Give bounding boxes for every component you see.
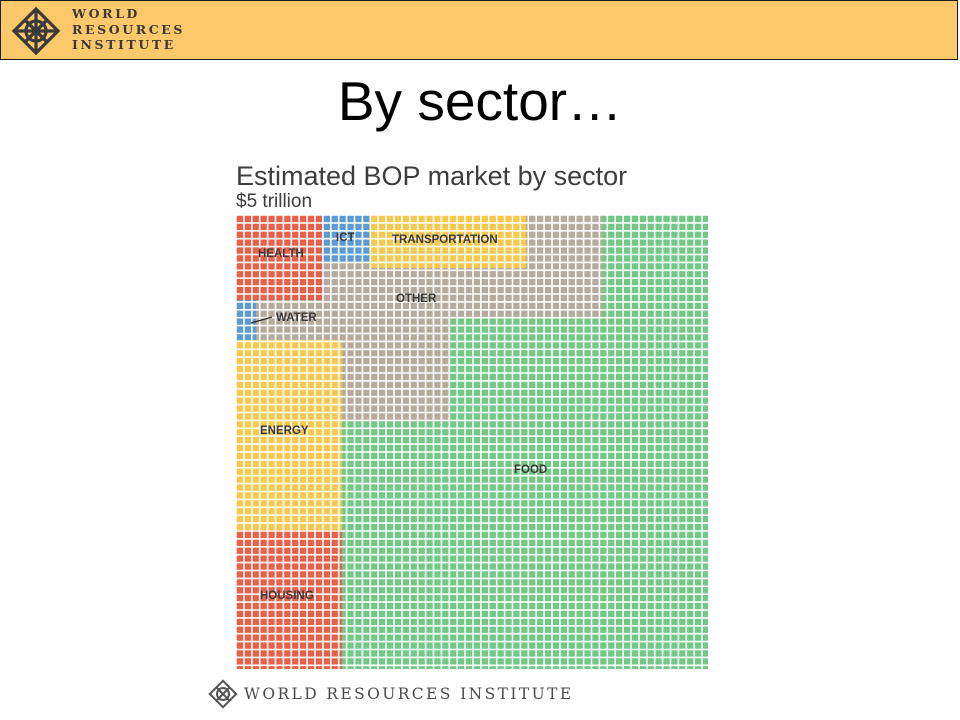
sector-label-health: HEALTH — [258, 248, 304, 260]
wri-knot-icon — [208, 679, 238, 709]
sector-block-housing — [236, 530, 342, 669]
sector-label-housing: HOUSING — [260, 590, 314, 602]
org-name-header: WORLD RESOURCES INSTITUTE — [72, 6, 185, 53]
sector-label-water: WATER — [276, 312, 317, 324]
sector-label-food: FOOD — [514, 464, 547, 476]
org-line-3: INSTITUTE — [72, 37, 176, 52]
waffle-gridlines — [236, 215, 708, 669]
chart-title: Estimated BOP market by sector — [236, 161, 628, 191]
sector-block-food — [342, 420, 450, 669]
slide-title: By sector… — [337, 70, 623, 132]
sector-label-ict: ICT — [336, 232, 355, 244]
sector-label-energy: ENERGY — [260, 425, 309, 437]
sector-block-energy — [236, 340, 342, 530]
org-line-2: RESOURCES — [72, 21, 186, 37]
sector-label-transportation: TRANSPORTATION — [392, 234, 498, 246]
sector-block-transportation — [370, 215, 526, 268]
org-name-footer: WORLD RESOURCES INSTITUTE — [244, 685, 574, 703]
sector-treemap: HEALTH ICT TRANSPORTATION OTHER WATER ENERGY H… — [236, 215, 708, 669]
org-line-1: WORLD — [72, 6, 140, 21]
chart-subtitle: $5 trillion — [236, 191, 313, 212]
sector-label-other: OTHER — [396, 293, 437, 305]
wri-knot-icon — [11, 6, 61, 56]
header-bar: WORLD RESOURCES INSTITUTE — [0, 0, 958, 60]
water-pointer-line — [250, 316, 273, 324]
